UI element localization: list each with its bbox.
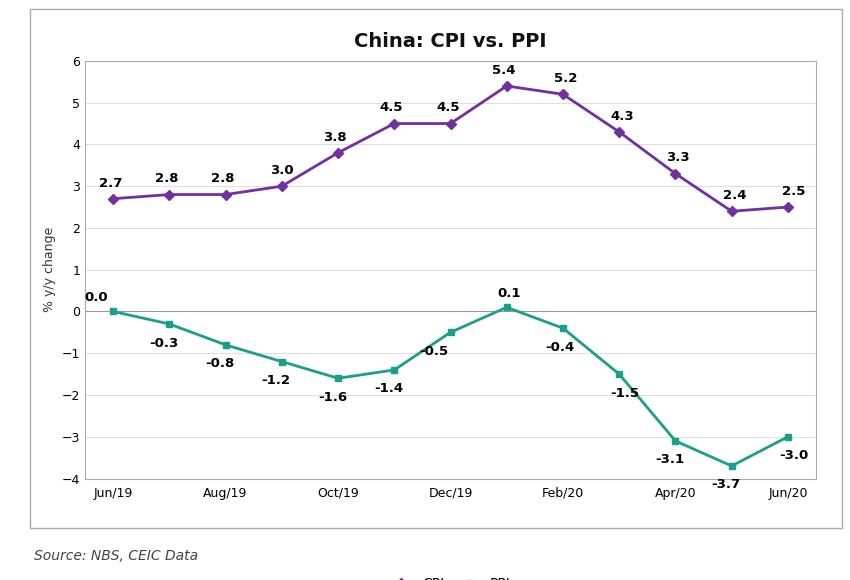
PPI <box>277 358 287 365</box>
CPI <box>671 170 681 177</box>
CPI <box>333 149 343 156</box>
Title: China: CPI vs. PPI: China: CPI vs. PPI <box>354 32 547 51</box>
Text: 5.2: 5.2 <box>554 72 577 85</box>
Text: 3.3: 3.3 <box>666 151 690 165</box>
Legend: CPI, PPI: CPI, PPI <box>390 577 511 580</box>
Text: -0.8: -0.8 <box>206 357 235 371</box>
PPI <box>445 329 456 336</box>
PPI <box>614 371 624 378</box>
Text: -3.1: -3.1 <box>655 454 684 466</box>
Text: -3.7: -3.7 <box>711 478 740 491</box>
CPI <box>389 120 400 127</box>
PPI <box>783 433 793 440</box>
Text: 4.3: 4.3 <box>610 110 634 123</box>
PPI <box>220 342 230 349</box>
Text: 2.4: 2.4 <box>722 189 746 202</box>
Text: 2.8: 2.8 <box>155 172 178 186</box>
Text: -0.3: -0.3 <box>149 336 178 350</box>
CPI <box>614 128 624 135</box>
Text: 2.8: 2.8 <box>211 172 235 186</box>
Text: -1.6: -1.6 <box>318 391 347 404</box>
CPI <box>502 82 512 89</box>
Text: 4.5: 4.5 <box>436 102 460 114</box>
PPI <box>164 321 174 328</box>
PPI <box>502 304 512 311</box>
Text: 2.5: 2.5 <box>782 185 805 198</box>
CPI <box>164 191 174 198</box>
Text: 0.1: 0.1 <box>498 287 521 300</box>
CPI <box>783 204 793 211</box>
Text: 0.0: 0.0 <box>84 291 108 304</box>
Line: PPI: PPI <box>110 304 791 469</box>
PPI <box>108 308 118 315</box>
Text: -0.4: -0.4 <box>546 340 575 354</box>
CPI <box>108 195 118 202</box>
CPI <box>558 91 568 98</box>
Text: -1.2: -1.2 <box>262 374 291 387</box>
Text: 4.5: 4.5 <box>380 102 403 114</box>
PPI <box>389 367 400 374</box>
Text: -1.5: -1.5 <box>610 387 639 400</box>
Text: 3.0: 3.0 <box>270 164 293 177</box>
Y-axis label: % y/y change: % y/y change <box>43 227 56 312</box>
PPI <box>333 375 343 382</box>
CPI <box>445 120 456 127</box>
Line: CPI: CPI <box>110 82 791 215</box>
CPI <box>727 208 737 215</box>
Text: 3.8: 3.8 <box>323 130 347 144</box>
Text: -3.0: -3.0 <box>779 450 808 462</box>
Text: -0.5: -0.5 <box>419 345 448 358</box>
CPI <box>220 191 230 198</box>
Text: 2.7: 2.7 <box>99 176 122 190</box>
Text: Source: NBS, CEIC Data: Source: NBS, CEIC Data <box>34 549 198 563</box>
PPI <box>558 325 568 332</box>
Text: 5.4: 5.4 <box>492 64 516 77</box>
PPI <box>671 437 681 444</box>
Text: -1.4: -1.4 <box>374 382 403 396</box>
CPI <box>277 183 287 190</box>
PPI <box>727 462 737 469</box>
